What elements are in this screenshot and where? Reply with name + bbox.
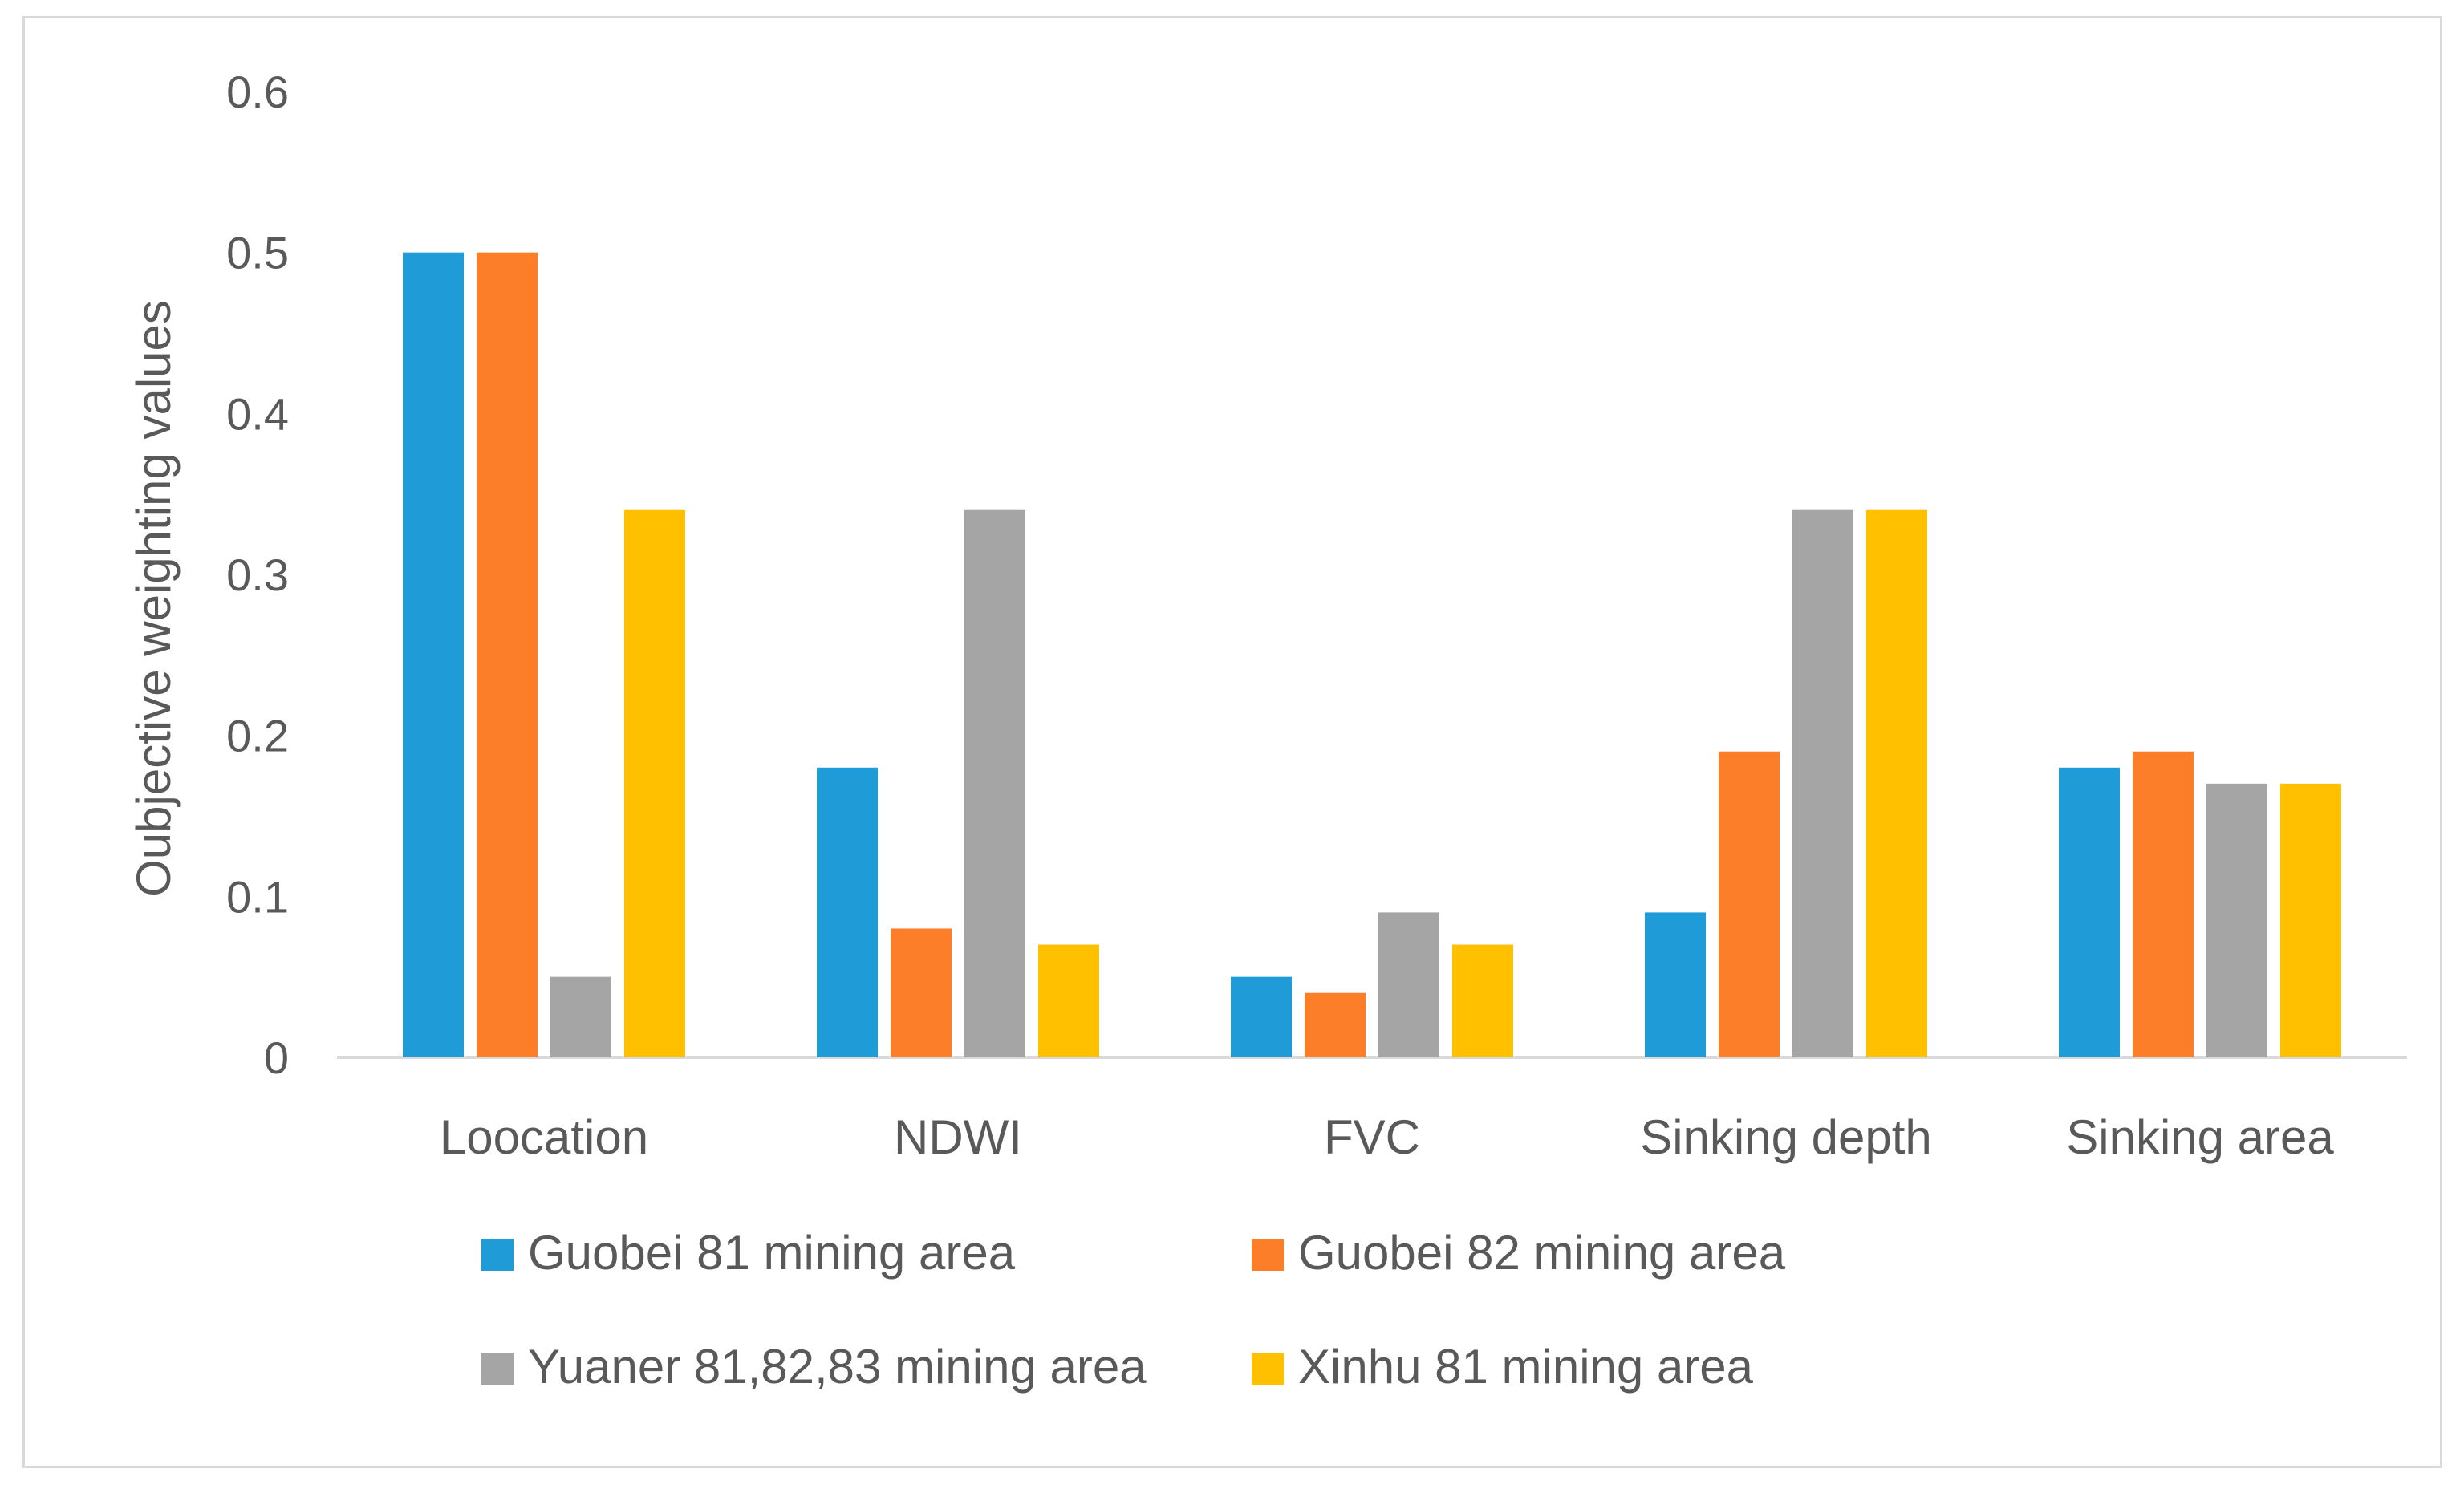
category-label: NDWI: [894, 1110, 1022, 1164]
bar: [1378, 912, 1439, 1057]
bar: [2059, 767, 2120, 1057]
y-tick-label: 0.5: [226, 228, 289, 278]
y-tick-label: 0.2: [226, 711, 289, 761]
bar: [624, 509, 685, 1057]
y-tick-label: 0.3: [226, 550, 289, 600]
legend-swatch: [1252, 1239, 1284, 1271]
y-axis-title: Oubjective weighting values: [127, 300, 181, 897]
y-tick-label: 0.1: [226, 871, 289, 922]
bars: [403, 252, 2341, 1058]
y-tick-label: 0.4: [226, 388, 289, 439]
bar: [550, 976, 611, 1057]
legend-label: Yuaner 81,82,83 mining area: [528, 1340, 1147, 1394]
legend-swatch: [1252, 1353, 1284, 1385]
category-label: Sinking area: [2066, 1110, 2334, 1164]
legend-label: Xinhu 81 mining area: [1298, 1340, 1754, 1394]
y-tick-label: 0.6: [226, 67, 289, 117]
bar: [964, 509, 1025, 1057]
y-axis-ticks: 0 0.1 0.2 0.3 0.4 0.5 0.6: [226, 67, 289, 1083]
bar: [1038, 944, 1099, 1057]
bar: [403, 252, 464, 1058]
legend-swatch: [481, 1239, 514, 1271]
bar: [1305, 992, 1366, 1057]
bar: [2206, 783, 2267, 1057]
bar: [817, 767, 878, 1057]
legend-item: Yuaner 81,82,83 mining area: [481, 1340, 1147, 1394]
bar: [891, 928, 952, 1057]
legend-item: Guobei 81 mining area: [481, 1226, 1016, 1280]
bar: [1452, 944, 1513, 1057]
legend: Guobei 81 mining area Guobei 82 mining ar…: [481, 1226, 1786, 1394]
category-label: Sinking depth: [1640, 1110, 1932, 1164]
legend-label: Guobei 82 mining area: [1298, 1226, 1786, 1280]
legend-label: Guobei 81 mining area: [528, 1226, 1016, 1280]
bar: [1231, 976, 1292, 1057]
category-label: Loocation: [440, 1110, 648, 1164]
legend-swatch: [481, 1353, 514, 1385]
bar: [1792, 509, 1853, 1057]
bar: [2280, 783, 2341, 1057]
legend-item: Xinhu 81 mining area: [1252, 1340, 1754, 1394]
bar: [1866, 509, 1927, 1057]
y-tick-label: 0: [264, 1032, 289, 1083]
bar: [477, 252, 538, 1058]
bar: [2133, 751, 2194, 1057]
bar: [1719, 751, 1780, 1057]
category-label: FVC: [1324, 1110, 1420, 1164]
bar: [1645, 912, 1706, 1057]
category-labels: Loocation NDWI FVC Sinking depth Sinking are…: [440, 1110, 2335, 1164]
legend-item: Guobei 82 mining area: [1252, 1226, 1786, 1280]
